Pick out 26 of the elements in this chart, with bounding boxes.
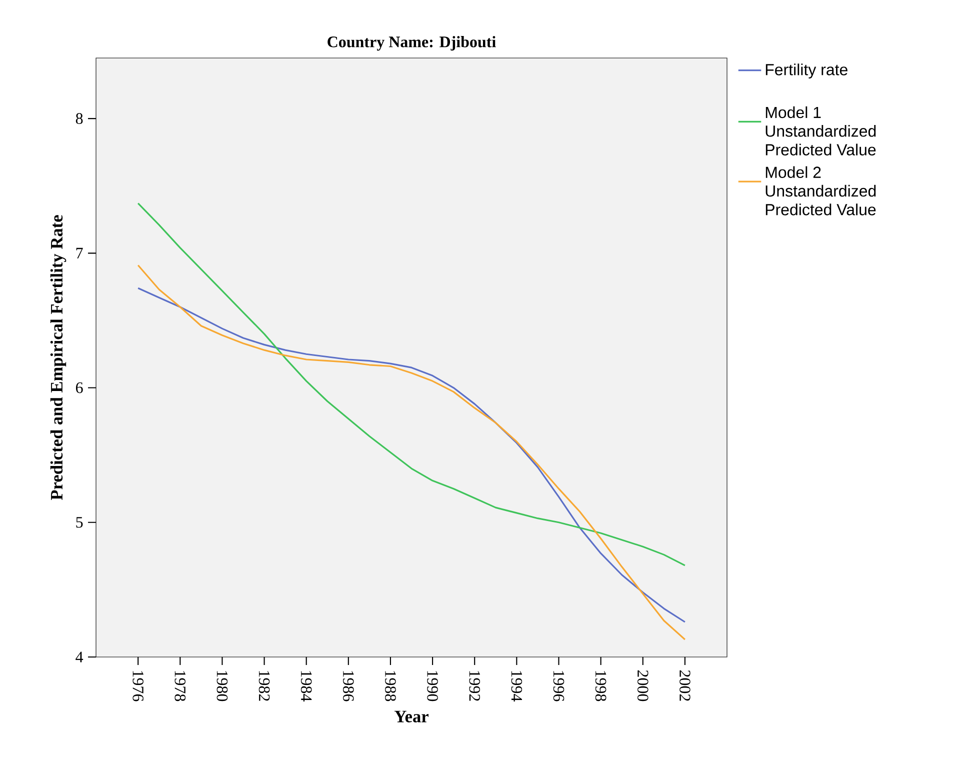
x-tick-label: 1988 [385,671,396,702]
x-tick-label: 1980 [216,671,228,702]
legend-label: Fertility rate [766,64,848,79]
x-tick-label: 1986 [343,671,354,702]
y-tick-label: 7 [76,248,83,258]
x-tick-label: 1984 [300,671,312,702]
x-tick-label: 1992 [469,671,480,701]
x-axis-title: Year [394,710,428,722]
legend-label: Model 2 Unstandardized Predicted Value [766,166,876,216]
x-tick-label: 1994 [511,671,522,702]
x-tick-label: 2002 [680,670,690,701]
x-tick-label: 1990 [427,671,438,702]
x-tick-label: 1982 [258,671,270,701]
y-tick-label: 5 [76,517,83,528]
y-tick-label: 8 [76,113,83,124]
x-tick-label: 1998 [595,671,606,702]
chart-title: Country Name: Djibouti [328,36,496,51]
x-tick-label: 1976 [132,671,144,702]
y-tick-label: 6 [76,382,83,394]
y-tick-label: 4 [76,652,84,662]
x-tick-label: 1996 [553,671,564,702]
line-series [137,202,686,566]
legend-label: Model 1 Unstandardized Predicted Value [766,106,876,156]
y-axis-title: Predicted and Empirical Fertility Rate [50,215,66,500]
x-tick-label: 2000 [637,670,648,702]
x-tick-label: 1978 [174,671,186,702]
